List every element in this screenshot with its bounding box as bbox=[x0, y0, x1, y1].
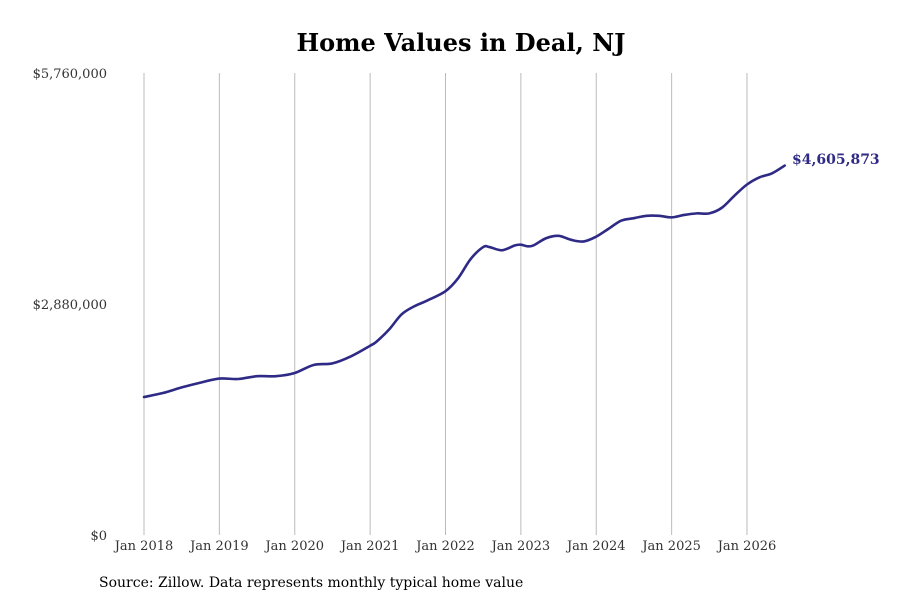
y-tick-label: $0 bbox=[90, 529, 107, 544]
x-tick-label: Jan 2018 bbox=[113, 539, 174, 554]
x-tick-label: Jan 2020 bbox=[263, 539, 324, 554]
x-tick-label: Jan 2022 bbox=[414, 539, 475, 554]
y-tick-label: $5,760,000 bbox=[33, 67, 107, 82]
y-tick-label: $2,880,000 bbox=[33, 298, 107, 313]
end-value-label: $4,605,873 bbox=[792, 152, 880, 168]
x-axis-ticks: Jan 2018 Jan 2019 Jan 2020 Jan 2021 Jan 2022… bbox=[113, 539, 777, 554]
x-tick-label: Jan 2024 bbox=[565, 539, 626, 554]
x-tick-label: Jan 2023 bbox=[490, 539, 551, 554]
chart-title: Home Values in Deal, NJ bbox=[296, 28, 625, 57]
x-tick-label: Jan 2019 bbox=[188, 539, 249, 554]
y-axis-ticks: $0 $2,880,000 $5,760,000 bbox=[33, 67, 107, 544]
source-note: Source: Zillow. Data represents monthly … bbox=[99, 575, 523, 591]
x-tick-label: Jan 2021 bbox=[339, 539, 400, 554]
x-tick-label: Jan 2026 bbox=[716, 539, 777, 554]
vertical-grid bbox=[143, 73, 748, 535]
x-tick-label: Jan 2025 bbox=[640, 539, 701, 554]
series-line bbox=[142, 164, 786, 399]
series-layer bbox=[142, 164, 786, 399]
